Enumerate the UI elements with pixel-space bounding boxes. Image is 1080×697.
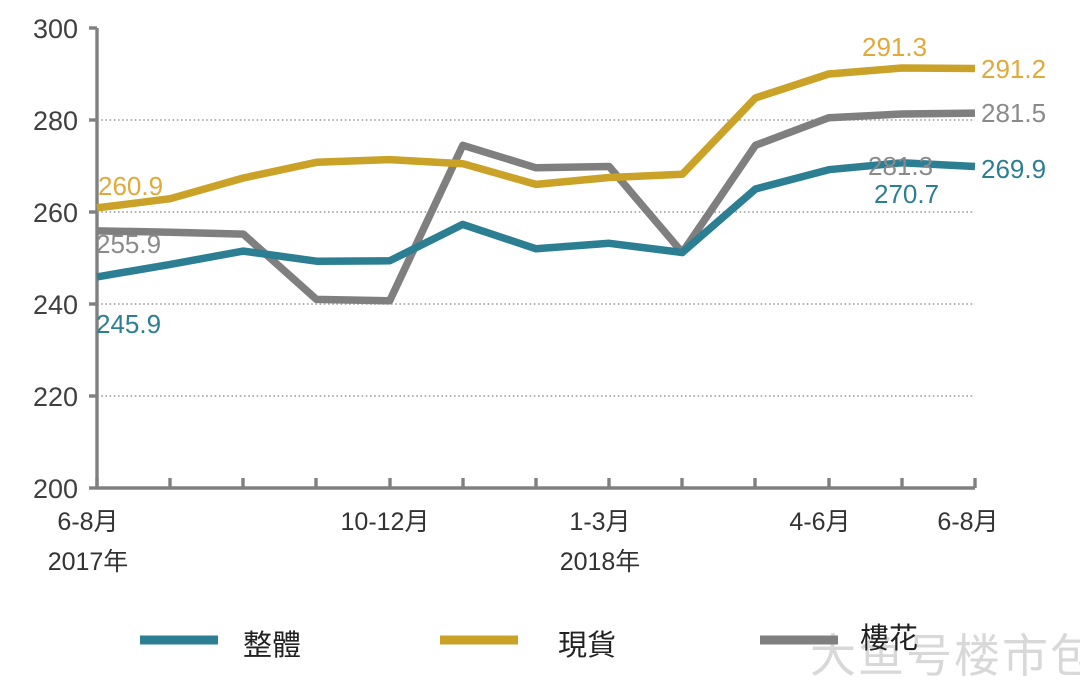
x-year-label-2018: 2018年: [560, 548, 641, 576]
x-axis: [95, 478, 977, 490]
series-line-louhua: [96, 109, 976, 305]
x-year-labels: 2017年 2018年: [48, 548, 641, 576]
legend-item-xianhuo[interactable]: 現貨: [440, 629, 616, 662]
series-line-zhengti: [96, 159, 976, 281]
label-xianhuo-peak: 291.3: [862, 32, 927, 62]
legend-item-louhua[interactable]: 樓花: [760, 622, 918, 655]
x-tick-labels: 6-8月 10-12月 1-3月 4-6月 6-8月: [57, 508, 998, 536]
y-tick-label-260: 260: [33, 198, 78, 228]
y-tick-label-200: 200: [33, 474, 78, 504]
label-louhua-start: 255.9: [96, 229, 161, 259]
x-tick-label-3: 4-6月: [789, 508, 850, 536]
series-line-xianhuo: [96, 64, 976, 212]
watermark-text: 大鱼号楼市包拯: [810, 630, 1080, 682]
y-tick-label-220: 220: [33, 382, 78, 412]
label-xianhuo-start: 260.9: [98, 171, 163, 201]
chart-legend: 整體 現貨 樓花: [140, 622, 918, 662]
x-tick-label-0: 6-8月: [57, 508, 118, 536]
gridlines: [97, 119, 975, 397]
x-year-label-2017: 2017年: [48, 548, 129, 576]
y-axis: [89, 26, 99, 490]
legend-item-zhengti[interactable]: 整體: [140, 629, 301, 662]
x-tick-label-2: 1-3月: [569, 508, 630, 536]
label-xianhuo-end: 291.2: [981, 54, 1046, 84]
legend-label-zhengti: 整體: [243, 629, 301, 662]
label-zhengti-peak: 270.7: [874, 179, 939, 209]
y-tick-label-240: 240: [33, 290, 78, 320]
x-tick-label-4: 6-8月: [937, 508, 998, 536]
y-tick-labels: 300 280 260 240 220 200: [33, 14, 78, 504]
label-zhengti-start: 245.9: [96, 309, 161, 339]
label-louhua-peak: 281.3: [868, 151, 933, 181]
y-tick-label-280: 280: [33, 106, 78, 136]
legend-label-xianhuo: 現貨: [558, 629, 616, 662]
x-tick-label-1: 10-12月: [341, 508, 430, 536]
legend-label-louhua: 樓花: [860, 622, 918, 655]
data-labels: 260.9 255.9 245.9 291.3 281.3 270.7 291.…: [96, 32, 1046, 339]
label-zhengti-end: 269.9: [981, 154, 1046, 184]
label-louhua-end: 281.5: [981, 98, 1046, 128]
y-tick-label-300: 300: [33, 14, 78, 44]
